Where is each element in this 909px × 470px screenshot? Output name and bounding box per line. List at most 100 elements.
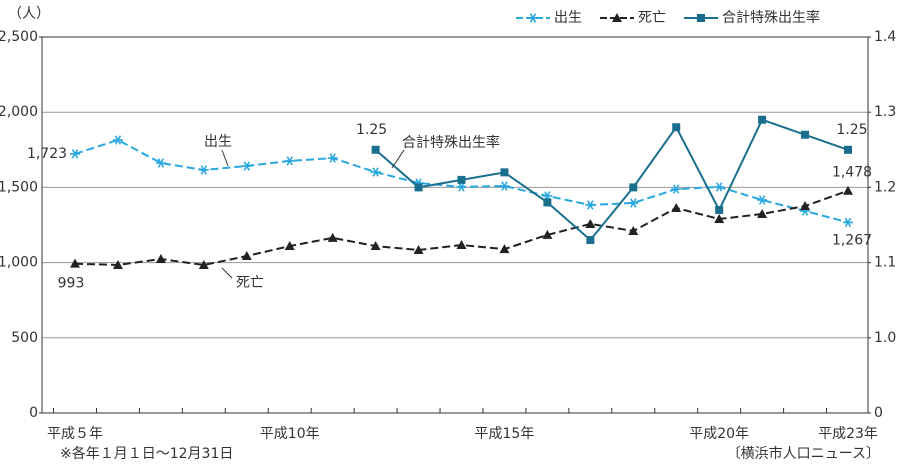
marker bbox=[327, 232, 338, 242]
x-tick-label: 平成20年 bbox=[689, 426, 749, 442]
marker bbox=[586, 236, 595, 245]
marker bbox=[456, 182, 467, 192]
y-tick-label: 500 bbox=[11, 330, 38, 346]
marker bbox=[70, 258, 80, 268]
marker bbox=[456, 240, 467, 250]
marker bbox=[758, 115, 767, 124]
marker bbox=[284, 241, 295, 251]
marker bbox=[757, 195, 768, 205]
marker-stroke bbox=[71, 149, 79, 159]
marker bbox=[844, 145, 852, 154]
marker bbox=[612, 13, 622, 22]
marker bbox=[414, 183, 423, 192]
marker-stroke bbox=[501, 181, 508, 191]
legend-label: 合計特殊出生率 bbox=[722, 9, 820, 26]
marker bbox=[843, 185, 853, 195]
marker bbox=[413, 244, 424, 254]
series-annotation: 死亡 bbox=[236, 275, 264, 291]
marker bbox=[800, 201, 811, 211]
leader bbox=[391, 149, 405, 169]
marker bbox=[714, 182, 725, 192]
data-label: 1.25 bbox=[356, 122, 387, 138]
data-label: 1,267 bbox=[832, 232, 872, 248]
marker bbox=[284, 156, 295, 166]
marker bbox=[241, 250, 252, 260]
marker bbox=[112, 135, 123, 145]
y-tick-label: 1,000 bbox=[0, 255, 38, 271]
marker bbox=[155, 253, 166, 263]
marker bbox=[198, 165, 209, 175]
marker bbox=[628, 198, 639, 208]
marker-stroke bbox=[715, 182, 723, 192]
y2-tick-label: 1.2 bbox=[874, 179, 896, 195]
marker bbox=[198, 260, 209, 270]
leader bbox=[221, 149, 229, 167]
marker-stroke bbox=[673, 184, 680, 194]
marker-stroke bbox=[630, 198, 637, 208]
marker-stroke bbox=[114, 135, 122, 145]
marker bbox=[629, 183, 638, 192]
y2-tick-label: 1.0 bbox=[874, 330, 896, 346]
marker bbox=[528, 13, 538, 23]
marker bbox=[697, 14, 705, 22]
legend-label: 出生 bbox=[554, 10, 582, 26]
marker-stroke bbox=[243, 161, 250, 171]
marker bbox=[757, 209, 768, 219]
y-tick-label: 0 bbox=[29, 405, 38, 421]
marker bbox=[671, 203, 682, 213]
marker-stroke bbox=[529, 13, 537, 23]
marker-stroke bbox=[372, 167, 379, 177]
data-label: 993 bbox=[58, 276, 85, 292]
marker bbox=[112, 260, 123, 270]
marker bbox=[628, 226, 639, 236]
x-tick-label: 平成23年 bbox=[818, 426, 878, 442]
marker-stroke bbox=[286, 156, 293, 166]
x-tick-label: 平成15年 bbox=[475, 426, 535, 442]
marker bbox=[327, 153, 338, 163]
y2-tick-label: 1.3 bbox=[874, 104, 896, 120]
marker bbox=[155, 158, 166, 168]
y-tick-label: 2,500 bbox=[0, 29, 38, 45]
y-tick-label: 1,500 bbox=[0, 179, 38, 195]
marker bbox=[500, 168, 509, 177]
marker-stroke bbox=[587, 200, 594, 210]
y-unit-label: （人） bbox=[8, 6, 50, 22]
marker-stroke bbox=[758, 195, 766, 205]
y2-tick-label: 1.1 bbox=[874, 255, 896, 271]
marker bbox=[241, 161, 252, 171]
legend-label: 死亡 bbox=[638, 10, 666, 26]
marker-stroke bbox=[458, 182, 465, 192]
marker bbox=[585, 200, 596, 210]
marker bbox=[801, 130, 810, 139]
marker-stroke bbox=[844, 217, 852, 228]
plot-frame bbox=[41, 36, 869, 414]
marker bbox=[715, 205, 724, 214]
marker bbox=[714, 213, 725, 223]
marker bbox=[457, 175, 466, 184]
marker-stroke bbox=[200, 165, 208, 175]
marker bbox=[672, 123, 681, 132]
x-tick-label: 平成５年 bbox=[47, 426, 103, 442]
marker bbox=[370, 241, 381, 251]
x-tick-label: 平成10年 bbox=[260, 426, 320, 442]
y-tick-label: 2,000 bbox=[0, 104, 38, 120]
marker bbox=[543, 198, 552, 207]
y2-tick-label: 1.4 bbox=[874, 29, 896, 45]
marker bbox=[70, 149, 80, 159]
marker bbox=[370, 167, 381, 177]
marker bbox=[585, 218, 596, 228]
marker bbox=[671, 184, 682, 194]
marker-stroke bbox=[329, 153, 336, 163]
footnote: ※各年１月１日～12月31日 bbox=[60, 446, 233, 462]
data-label: 1.25 bbox=[836, 122, 867, 138]
leader bbox=[221, 267, 233, 279]
marker bbox=[542, 229, 553, 239]
marker bbox=[499, 244, 510, 254]
series-line bbox=[374, 118, 849, 242]
marker bbox=[499, 181, 510, 191]
data-label: 1,478 bbox=[832, 165, 872, 181]
series-annotation: 合計特殊出生率 bbox=[402, 134, 500, 151]
source: 〔横浜市人口ニュース〕 bbox=[727, 445, 880, 462]
